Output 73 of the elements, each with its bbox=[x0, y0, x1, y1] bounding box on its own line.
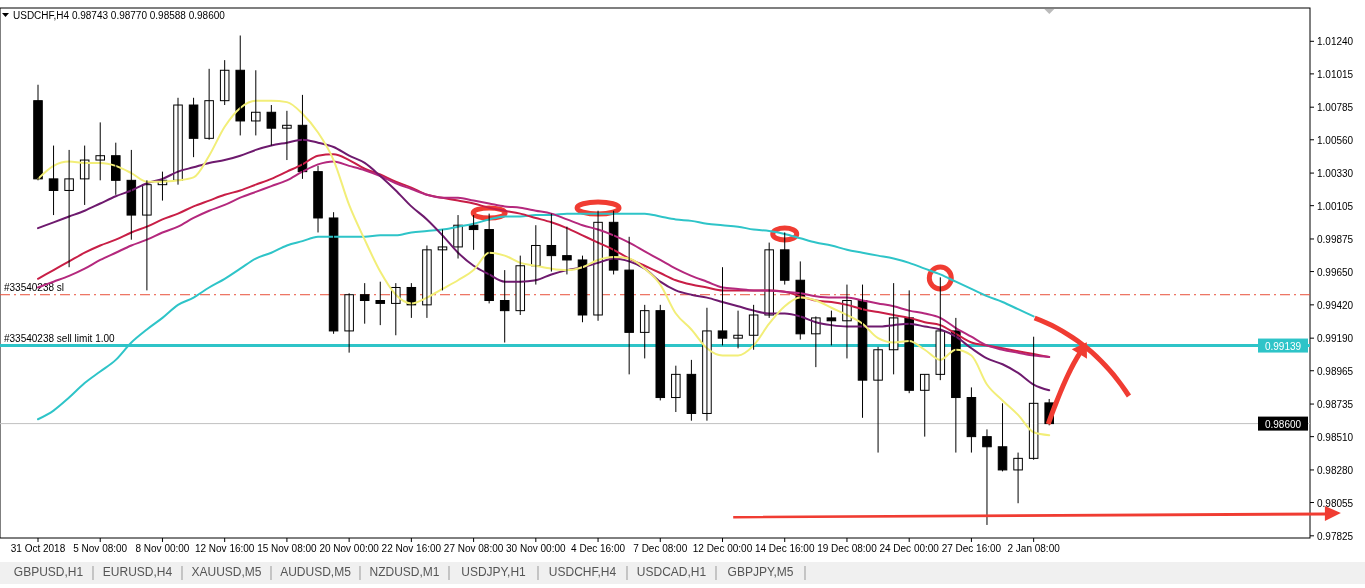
y-tick-label: 0.99190 bbox=[1317, 333, 1354, 345]
candlestick bbox=[624, 236, 634, 375]
y-tick-label: 1.00105 bbox=[1317, 200, 1354, 212]
candlestick bbox=[219, 59, 230, 106]
x-tick-label: 27 Nov 08:00 bbox=[443, 543, 504, 554]
x-tick-label: 8 Nov 00:00 bbox=[135, 543, 190, 554]
x-tick-label: 12 Nov 16:00 bbox=[194, 543, 255, 554]
candlestick bbox=[686, 359, 697, 422]
text: USDCAD,H1 bbox=[636, 565, 707, 579]
y-tick-label: 0.99875 bbox=[1317, 233, 1354, 245]
x-tick-label: 5 Nov 08:00 bbox=[73, 543, 128, 554]
y-tick-label: 0.98280 bbox=[1317, 464, 1354, 476]
text: EURUSD,H4 bbox=[102, 565, 173, 579]
y-tick-label: 0.98735 bbox=[1317, 399, 1354, 411]
y-tick-label: 1.00330 bbox=[1317, 168, 1354, 180]
candlestick bbox=[717, 266, 728, 346]
candlestick bbox=[966, 386, 977, 454]
text: USDCHF,H4 bbox=[548, 565, 617, 579]
y-tick-label: 0.99420 bbox=[1317, 299, 1354, 311]
x-tick-label: 15 Nov 08:00 bbox=[257, 543, 318, 554]
candlestick bbox=[655, 304, 666, 401]
candlestick bbox=[235, 35, 246, 136]
candlestick bbox=[764, 242, 774, 319]
annotation: 0.99139 bbox=[1264, 340, 1302, 352]
candlestick bbox=[639, 304, 650, 359]
x-tick-label: 22 Nov 16:00 bbox=[381, 543, 442, 554]
y-tick-label: 1.00785 bbox=[1317, 102, 1354, 114]
x-tick-label: 20 Nov 00:00 bbox=[319, 543, 380, 554]
chart-title: USDCHF,H4 0.98743 0.98770 0.98588 0.98600 bbox=[13, 10, 226, 21]
candlestick bbox=[375, 281, 386, 326]
x-tick-label: 4 Dec 16:00 bbox=[571, 543, 626, 554]
x-tick-label: 31 Oct 2018 bbox=[10, 543, 66, 554]
text: XAUUSD,M5 bbox=[191, 565, 262, 579]
candlestick bbox=[251, 69, 261, 136]
ref-line-label: #33540238 sl bbox=[4, 281, 65, 293]
text: NZDUSD,M1 bbox=[369, 565, 440, 579]
candlestick bbox=[562, 226, 572, 275]
x-tick-label: 14 Dec 16:00 bbox=[754, 543, 815, 554]
candlestick bbox=[266, 104, 277, 147]
candlestick bbox=[328, 211, 339, 335]
text: GBPUSD,H1 bbox=[13, 565, 84, 579]
y-tick-label: 0.98055 bbox=[1317, 497, 1354, 509]
candlestick bbox=[919, 373, 930, 438]
y-tick-label: 0.97825 bbox=[1317, 530, 1354, 542]
y-tick-label: 1.00560 bbox=[1317, 134, 1354, 146]
candlestick bbox=[826, 310, 837, 346]
candlestick bbox=[779, 231, 790, 286]
candlestick bbox=[546, 213, 557, 273]
candlestick bbox=[499, 269, 510, 344]
x-tick-label: 30 Nov 00:00 bbox=[506, 543, 566, 554]
x-tick-label: 12 Dec 00:00 bbox=[692, 543, 753, 554]
x-tick-label: 7 Dec 08:00 bbox=[633, 543, 688, 554]
annotation: 0.98600 bbox=[1264, 418, 1302, 430]
candlestick bbox=[79, 145, 90, 206]
x-tick-label: 2 Jan 08:00 bbox=[1007, 543, 1061, 554]
candlestick bbox=[359, 282, 370, 325]
x-tick-label: 24 Dec 00:00 bbox=[879, 543, 940, 554]
candlestick bbox=[515, 255, 526, 316]
text: GBPJPY,M5 bbox=[727, 565, 794, 579]
text: AUDUSD,M5 bbox=[280, 565, 352, 579]
candlestick bbox=[95, 121, 106, 181]
y-tick-label: 0.98965 bbox=[1317, 365, 1354, 377]
ref-line-label: #33540238 sell limit 1.00 bbox=[4, 332, 116, 344]
y-tick-label: 0.99650 bbox=[1317, 266, 1354, 278]
candlestick bbox=[1028, 336, 1039, 461]
y-tick-label: 1.01015 bbox=[1317, 68, 1354, 80]
y-tick-label: 1.01240 bbox=[1317, 36, 1354, 48]
y-tick-label: 0.98510 bbox=[1317, 431, 1354, 443]
text: USDJPY,H1 bbox=[461, 565, 527, 579]
candlestick bbox=[748, 304, 759, 351]
x-tick-label: 27 Dec 16:00 bbox=[941, 543, 1002, 554]
candlestick bbox=[671, 365, 681, 413]
x-tick-label: 19 Dec 08:00 bbox=[817, 543, 878, 554]
